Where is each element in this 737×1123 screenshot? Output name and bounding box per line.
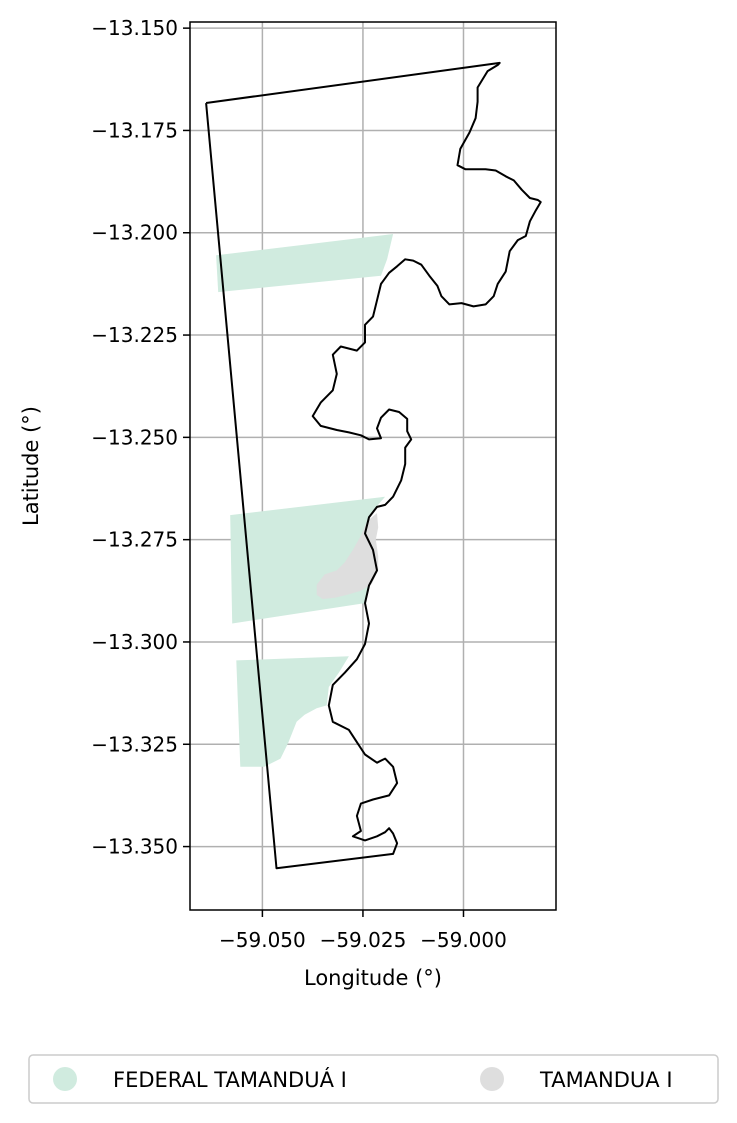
- series-0-polygon-2: [236, 656, 349, 767]
- boundary-outline: [205, 61, 542, 870]
- y-tick-label-4: −13.250: [91, 425, 178, 449]
- y-tick-label-8: −13.350: [91, 835, 178, 859]
- y-tick-label-3: −13.225: [91, 323, 178, 347]
- y-tick-label-7: −13.325: [91, 732, 178, 756]
- y-tick-label-0: −13.150: [91, 16, 178, 40]
- y-tick-label-6: −13.300: [91, 630, 178, 654]
- legend-box: [28, 1054, 719, 1104]
- gridlines: [190, 22, 556, 910]
- plot-frame: [189, 21, 557, 911]
- y-tick-label-1: −13.175: [91, 118, 178, 142]
- series-0-polygon-0: [216, 234, 394, 293]
- y-tick-label-2: −13.200: [91, 221, 178, 245]
- x-tick-label-0: −59.050: [219, 928, 306, 952]
- x-tick-label-1: −59.025: [320, 928, 407, 952]
- series-1-polygon-0: [316, 513, 379, 599]
- legend: FEDERAL TAMANDUÁ I TAMANDUA I: [28, 1054, 719, 1104]
- x-axis-label: Longitude (°): [304, 966, 442, 990]
- legend-marker-tamandua-i: [480, 1067, 504, 1091]
- axis-ticks: −59.050 −59.025 −59.000 −13.150 −13.175 −13.2…: [91, 16, 507, 952]
- y-axis-label: Latitude (°): [19, 406, 43, 526]
- x-tick-label-2: −59.000: [420, 928, 507, 952]
- boundary-layer: [205, 61, 542, 870]
- legend-marker-federal-tamandua-i: [53, 1067, 77, 1091]
- y-tick-label-5: −13.275: [91, 528, 178, 552]
- legend-label-federal-tamandua-i: FEDERAL TAMANDUÁ I: [113, 1067, 347, 1092]
- legend-label-tamandua-i: TAMANDUA I: [539, 1068, 673, 1092]
